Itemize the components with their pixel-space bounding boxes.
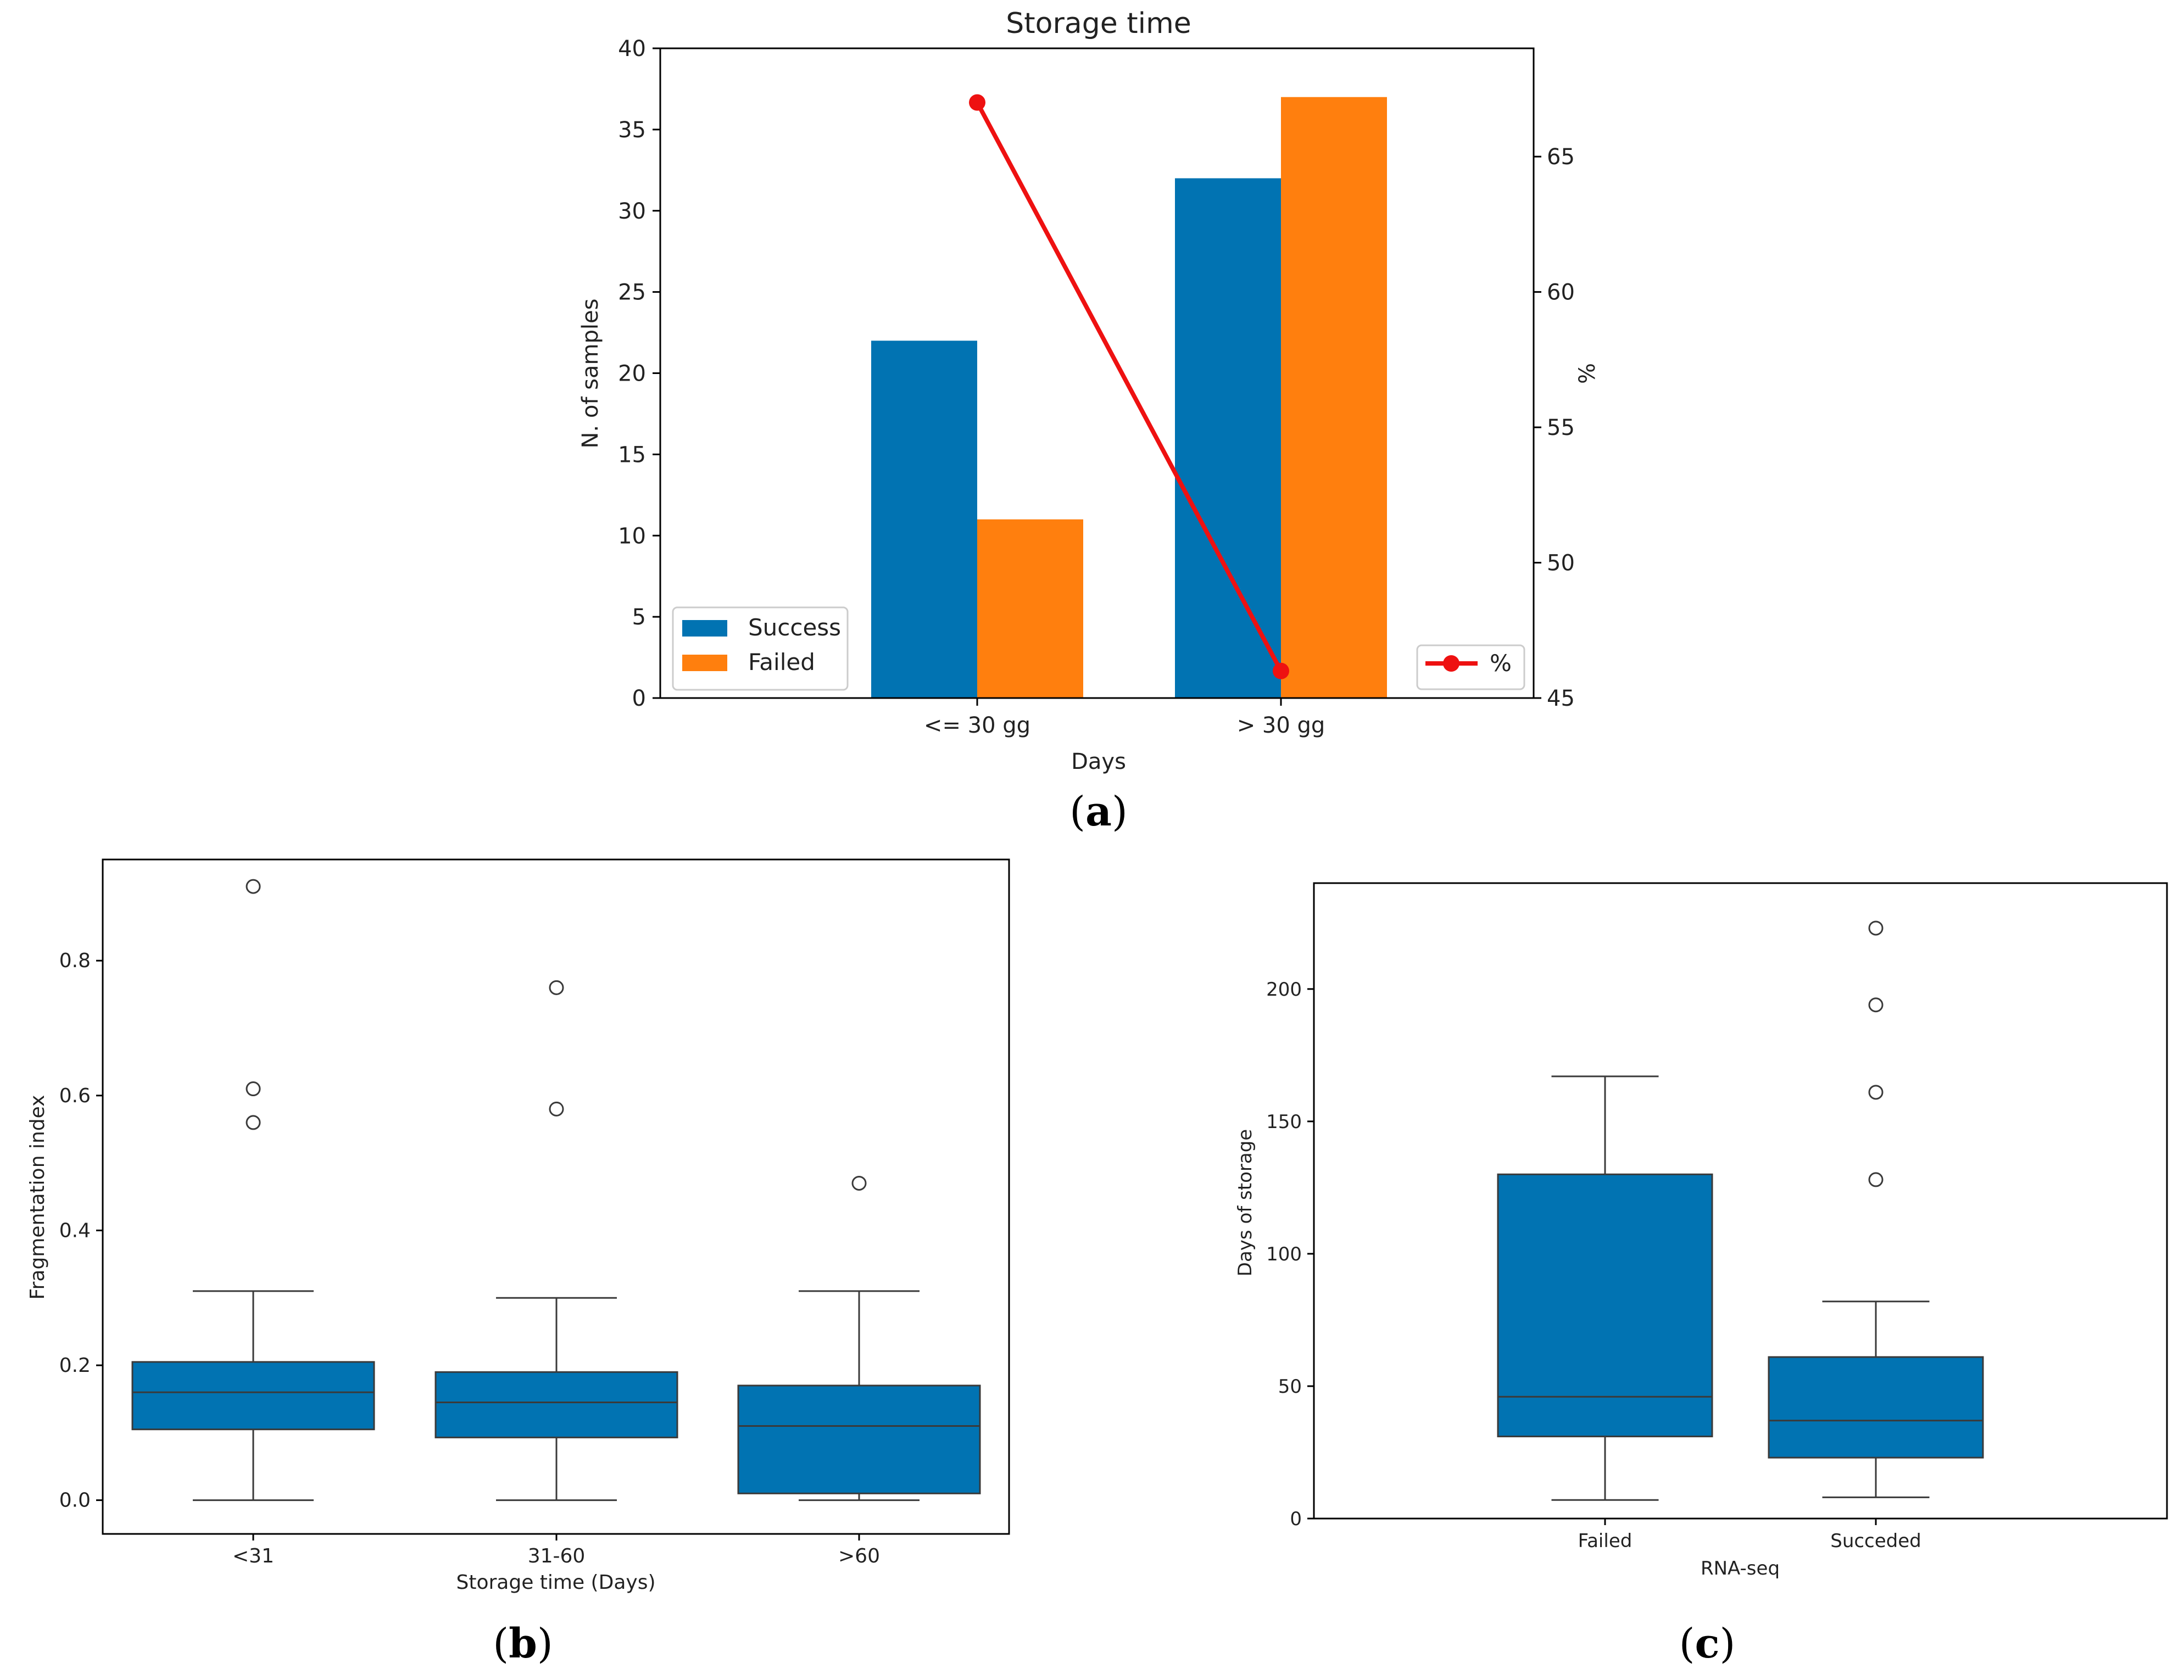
outlier-point — [1868, 1172, 1884, 1187]
bar-failed-0 — [977, 519, 1083, 698]
y-tick-label: 30 — [618, 199, 646, 224]
outlier-point — [851, 1175, 867, 1191]
bar-success-0 — [871, 341, 977, 698]
box-1 — [1768, 1356, 1984, 1459]
outlier-point — [549, 1101, 564, 1117]
legend-marker-percent — [1443, 655, 1459, 672]
outlier-point — [1868, 997, 1884, 1013]
y-tick-label: 5 — [632, 605, 646, 630]
outlier-point — [1868, 920, 1884, 936]
legend-label-percent: % — [1490, 650, 1512, 677]
y2-tick-label: 45 — [1547, 686, 1575, 711]
x-tick-label-1: Succeded — [1830, 1530, 1921, 1552]
panel-b-axes-frame — [102, 858, 1010, 1535]
x-tick-label-0: <= 30 gg — [924, 713, 1030, 738]
y-tick-label: 0 — [632, 686, 646, 711]
panel-a-title: Storage time — [1006, 7, 1191, 40]
y-tick-label: 150 — [1266, 1111, 1302, 1133]
panel-c-label: (c) — [1679, 1620, 1736, 1667]
panel-b-ylabel: Fragmentation index — [26, 1095, 49, 1300]
x-tick-label-0: Failed — [1578, 1530, 1633, 1552]
legend-swatch-success — [682, 620, 727, 637]
x-tick-label-1: 31-60 — [528, 1545, 586, 1567]
outlier-point — [246, 879, 261, 894]
y-tick-label: 15 — [618, 442, 646, 467]
y-tick-label: 100 — [1266, 1243, 1302, 1265]
box-0 — [1497, 1173, 1713, 1438]
percent-point-0 — [969, 94, 985, 111]
outlier-point — [549, 980, 564, 995]
bar-failed-1 — [1281, 97, 1387, 699]
panel-a-legend-percent: % — [1416, 644, 1525, 690]
y-tick-label: 0.4 — [59, 1219, 91, 1242]
y2-tick-label: 65 — [1547, 144, 1575, 170]
y2-tick-label: 60 — [1547, 280, 1575, 305]
panel-a-xlabel: Days — [1071, 749, 1126, 774]
panel-a-ylabel: N. of samples — [578, 299, 603, 449]
y-tick-label: 50 — [1278, 1376, 1302, 1398]
panel-b-label: (b) — [493, 1620, 553, 1667]
y-tick-label: 0 — [1290, 1508, 1302, 1530]
y2-tick-label: 50 — [1547, 551, 1575, 576]
percent-line — [975, 101, 1283, 672]
box-1 — [434, 1371, 678, 1438]
box-0 — [131, 1361, 375, 1431]
y-tick-label: 200 — [1266, 979, 1302, 1001]
panel-c-ylabel: Days of storage — [1234, 1129, 1256, 1276]
x-tick-label-0: <31 — [232, 1545, 274, 1567]
panel-a-label: (a) — [1069, 788, 1128, 835]
panel-b-xlabel: Storage time (Days) — [456, 1571, 655, 1594]
panel-c-chart: Failed Succeded 0 50 100 150 200 RNA-seq Days … — [1234, 882, 2168, 1667]
panel-b-chart: <31 31-60 >60 0.0 0.2 0.4 0.6 0.8 Storage time … — [26, 858, 1010, 1667]
y-tick-label: 40 — [618, 36, 646, 62]
y2-tick-label: 55 — [1547, 415, 1575, 440]
y-tick-label: 25 — [618, 280, 646, 305]
outlier-point — [1868, 1085, 1884, 1100]
legend-label-failed: Failed — [748, 649, 815, 676]
bar-success-1 — [1175, 178, 1281, 699]
panel-a-y2label: % — [1575, 363, 1600, 384]
legend-swatch-failed — [682, 655, 727, 671]
y-tick-label: 0.2 — [59, 1354, 91, 1377]
y-tick-label: 10 — [618, 523, 646, 549]
box-2 — [737, 1385, 981, 1494]
panel-a-chart: Storage time <= 30 gg > 30 gg 0 5 10 15 20 25 30… — [578, 7, 1600, 835]
outlier-point — [246, 1081, 261, 1097]
y-tick-label: 0.6 — [59, 1085, 91, 1107]
panel-c-xlabel: RNA-seq — [1701, 1558, 1780, 1579]
y-tick-label: 35 — [618, 118, 646, 143]
x-tick-label-2: >60 — [838, 1545, 880, 1567]
panel-c-axes-frame — [1313, 882, 2168, 1520]
legend-label-success: Success — [748, 614, 841, 641]
y-tick-label: 0.8 — [59, 950, 91, 972]
panel-a-legend: Success Failed — [672, 606, 849, 691]
y-tick-label: 0.0 — [59, 1489, 91, 1512]
outlier-point — [246, 1115, 261, 1130]
y-tick-label: 20 — [618, 361, 646, 387]
percent-point-1 — [1273, 662, 1289, 679]
x-tick-label-1: > 30 gg — [1237, 713, 1325, 738]
panel-a-axes-frame — [659, 47, 1535, 699]
